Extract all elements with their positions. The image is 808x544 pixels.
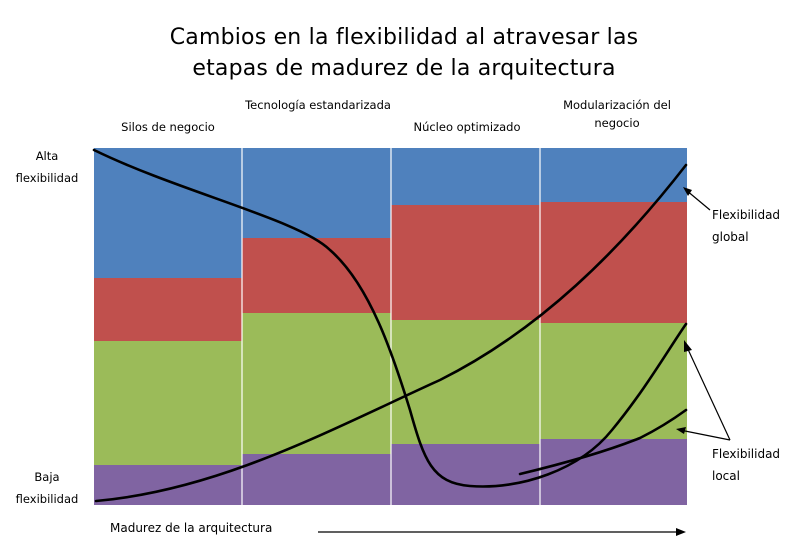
stage-label-silos: Silos de negocio — [121, 120, 215, 134]
band-blue — [94, 148, 242, 278]
band-green — [242, 313, 391, 454]
y-label-low: Baja flexibilidad — [15, 470, 79, 506]
chart-title-line-2: etapas de madurez de la arquitectura — [192, 56, 616, 81]
band-blue — [242, 148, 391, 238]
arrowhead-local-lower — [676, 427, 686, 434]
chart-title: Cambios en la flexibilidad al atravesar … — [0, 22, 808, 84]
band-red — [391, 205, 540, 320]
x-axis-arrow — [318, 528, 686, 536]
band-purple — [391, 444, 540, 505]
band-red — [242, 238, 391, 313]
callout-local-upper — [685, 344, 731, 441]
column-silos — [94, 148, 242, 505]
x-axis-label: Madurez de la arquitectura — [110, 521, 273, 535]
callouts — [679, 189, 731, 441]
callout-arrowheads — [676, 187, 692, 434]
stage-label-modularizacion: Modularización del negocio — [563, 98, 671, 130]
annotation-local: Flexibilidad local — [712, 447, 781, 483]
band-blue — [540, 148, 687, 202]
callout-local-lower — [679, 429, 731, 441]
column-tecnologia — [242, 148, 391, 505]
callout-global — [685, 189, 711, 211]
flexibility-curves — [92, 148, 688, 503]
column-nucleo — [391, 148, 540, 505]
arrowhead-global — [683, 187, 692, 196]
chart-title-line-1: Cambios en la flexibilidad al atravesar … — [169, 25, 639, 50]
band-red — [540, 202, 687, 323]
curve-local-flexibility — [92, 148, 688, 488]
band-green — [94, 341, 242, 465]
band-green — [391, 320, 540, 444]
y-label-high: Alta flexibilidad — [15, 149, 79, 185]
band-red — [94, 278, 242, 341]
arrowhead-local-upper — [684, 340, 692, 352]
band-green — [540, 323, 687, 439]
stage-label-tecnologia: Tecnología estandarizada — [245, 98, 391, 112]
annotation-global: Flexibilidad global — [712, 208, 781, 244]
band-purple — [540, 439, 687, 505]
band-blue — [391, 148, 540, 205]
curve-local-flexibility-2 — [518, 408, 688, 476]
curve-global-flexibility — [94, 163, 688, 503]
band-purple — [242, 454, 391, 505]
stage-label-nucleo: Núcleo optimizado — [413, 120, 521, 134]
column-modularizacion — [540, 148, 687, 505]
